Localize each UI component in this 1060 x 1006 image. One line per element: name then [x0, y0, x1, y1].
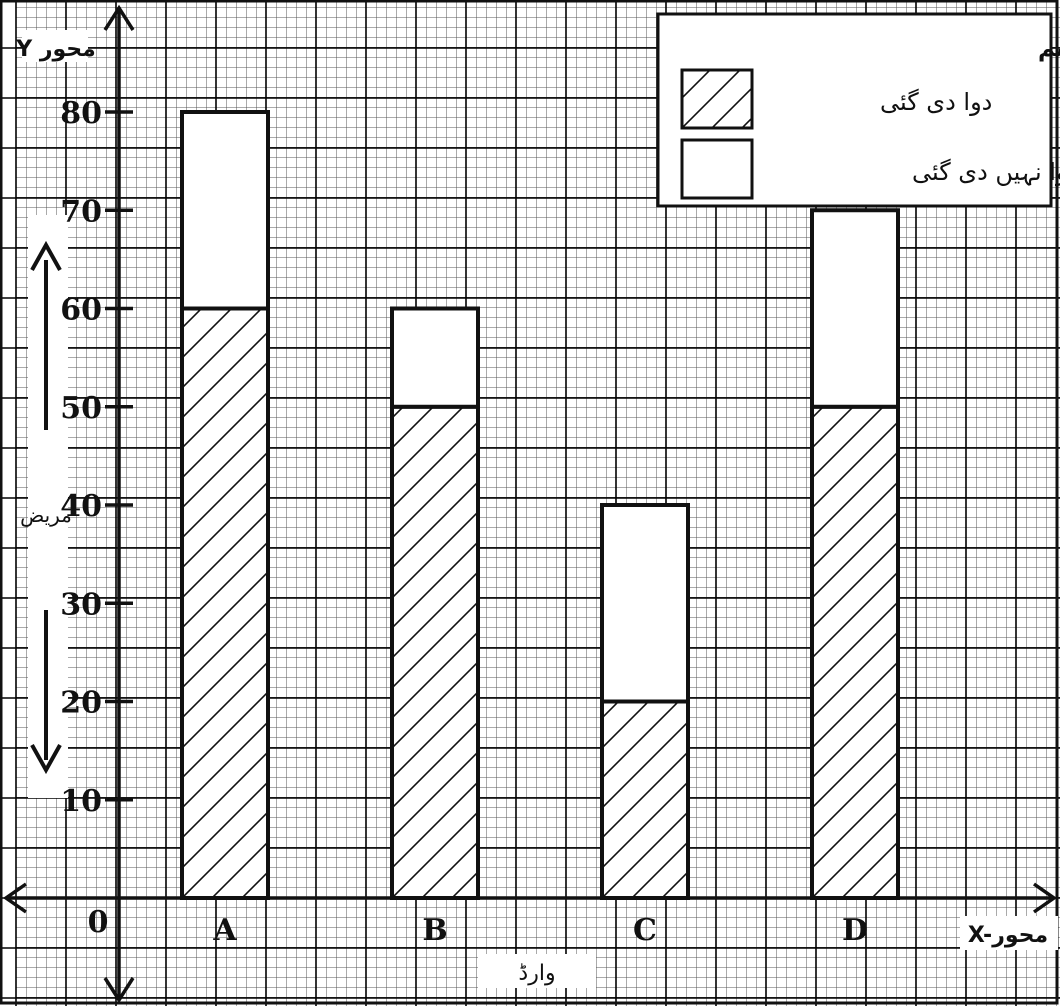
bar-untreated-A — [180, 110, 270, 311]
x-tick-label: A — [212, 913, 237, 948]
legend-scale-text: پیمانہ: Y-محور پر بچے 10 = 1 سم — [1038, 36, 1060, 62]
x-tick-label: D — [842, 913, 868, 948]
legend-label-treated: دوا دی گئی — [880, 88, 992, 116]
y-tick-label: 70 — [60, 194, 102, 229]
bar-untreated-D — [810, 208, 900, 409]
y-tick-label: 80 — [60, 96, 102, 131]
y-ticks: 10 20 30 40 50 60 70 80 — [60, 96, 133, 819]
y-tick-label: 50 — [60, 391, 102, 426]
bar-treated-A — [180, 306, 270, 900]
x-ticks: A B C D — [212, 913, 868, 948]
y-tick-label: 60 — [60, 293, 102, 328]
y-label-panel: مریض — [20, 215, 72, 798]
y-tick-label: 20 — [60, 686, 102, 721]
y-tick-label: 10 — [60, 784, 102, 819]
bars — [180, 110, 900, 900]
legend-swatch-untreated — [680, 138, 754, 200]
x-axis-name: X-محور — [968, 923, 1048, 948]
legend: پیمانہ: Y-محور پر بچے 10 = 1 سم دوا دی گ… — [656, 12, 1060, 208]
x-tick-label: C — [633, 913, 657, 948]
x-tick-label: B — [422, 913, 447, 948]
bar-treated-D — [810, 404, 900, 900]
legend-label-untreated: دوا نہیں دی گئی — [912, 158, 1060, 186]
bar-untreated-B — [390, 306, 480, 409]
y-tick-label: 30 — [60, 587, 102, 622]
legend-swatch-treated — [680, 68, 754, 130]
origin-label: 0 — [88, 905, 109, 940]
bar-treated-B — [390, 404, 480, 900]
y-tick-label: 40 — [60, 489, 102, 524]
y-axis-name: Y محور — [15, 37, 96, 62]
y-axis-label: مریض — [20, 503, 72, 527]
x-axis-label: وارڈ — [518, 961, 555, 986]
bar-untreated-C — [600, 503, 690, 704]
bar-treated-C — [600, 699, 690, 900]
